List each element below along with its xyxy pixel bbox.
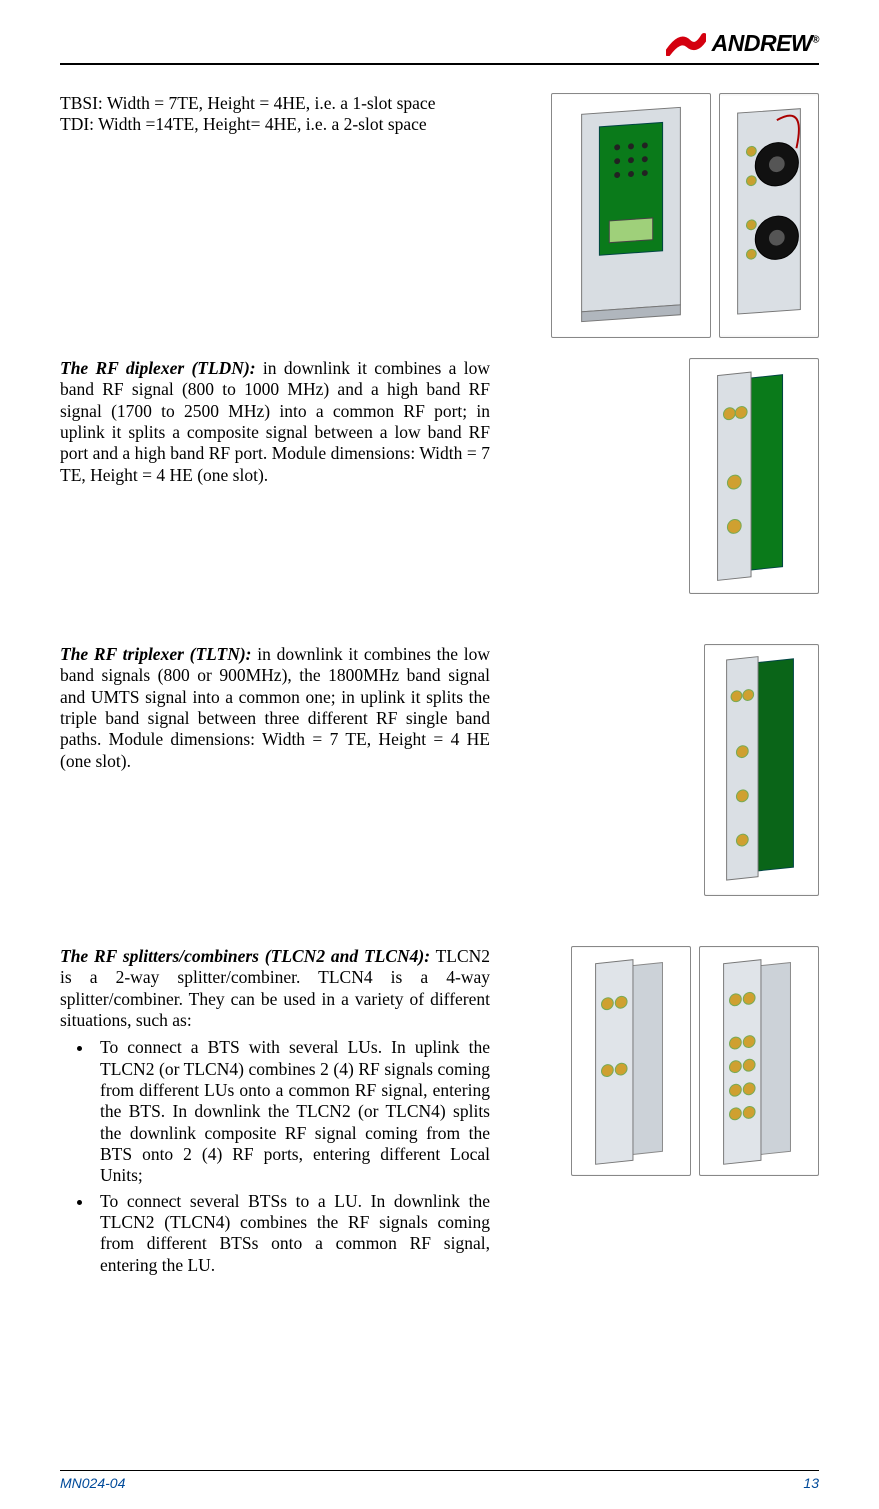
footer-page-number: 13 <box>803 1475 819 1491</box>
brand-text: ANDREW® <box>712 30 819 57</box>
section-tbsi: TBSI: Width = 7TE, Height = 4HE, i.e. a … <box>60 93 819 338</box>
tdi-module-image <box>719 93 819 338</box>
tbsi-line2: TDI: Width =14TE, Height= 4HE, i.e. a 2-… <box>60 114 490 135</box>
tlcn-bullet-2: To connect several BTSs to a LU. In down… <box>94 1191 490 1276</box>
page-header: ANDREW® <box>60 30 819 65</box>
section-tltn: The RF triplexer (TLTN): in downlink it … <box>60 644 819 896</box>
tlcn-images <box>514 946 819 1176</box>
tltn-module-image <box>704 644 819 896</box>
section-tlcn: The RF splitters/combiners (TLCN2 and TL… <box>60 946 819 1280</box>
section-tldn: The RF diplexer (TLDN): in downlink it c… <box>60 358 819 594</box>
tbsi-line1: TBSI: Width = 7TE, Height = 4HE, i.e. a … <box>60 93 490 114</box>
brand-logo: ANDREW® <box>666 30 819 57</box>
tltn-text: The RF triplexer (TLTN): in downlink it … <box>60 644 490 772</box>
tldn-images <box>514 358 819 594</box>
tlcn2-module-image <box>571 946 691 1176</box>
andrew-logo-icon <box>666 32 706 56</box>
page-footer: MN024-04 13 <box>60 1470 819 1491</box>
tlcn-title: The RF splitters/combiners (TLCN2 and TL… <box>60 946 430 966</box>
tlcn4-module-image <box>699 946 819 1176</box>
tbsi-images <box>514 93 819 338</box>
tldn-title: The RF diplexer (TLDN): <box>60 358 256 378</box>
tlcn-bullets: To connect a BTS with several LUs. In up… <box>60 1037 490 1276</box>
tbsi-text: TBSI: Width = 7TE, Height = 4HE, i.e. a … <box>60 93 490 136</box>
tltn-images <box>514 644 819 896</box>
footer-doc-id: MN024-04 <box>60 1475 125 1491</box>
tlcn-text: The RF splitters/combiners (TLCN2 and TL… <box>60 946 490 1280</box>
tldn-text: The RF diplexer (TLDN): in downlink it c… <box>60 358 490 486</box>
tldn-module-image <box>689 358 819 594</box>
tltn-title: The RF triplexer (TLTN): <box>60 644 252 664</box>
tbsi-module-image <box>551 93 711 338</box>
tlcn-bullet-1: To connect a BTS with several LUs. In up… <box>94 1037 490 1186</box>
page-content: TBSI: Width = 7TE, Height = 4HE, i.e. a … <box>60 93 819 1280</box>
